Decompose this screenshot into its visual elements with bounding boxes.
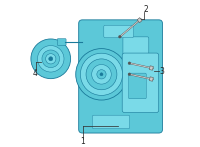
Text: 3: 3 [160,67,164,76]
Text: 1: 1 [80,137,85,146]
Text: 2: 2 [143,5,148,14]
Circle shape [80,53,123,95]
FancyBboxPatch shape [122,53,159,112]
Circle shape [128,73,131,76]
Circle shape [76,49,127,100]
FancyBboxPatch shape [129,73,146,99]
Circle shape [119,35,121,38]
Circle shape [31,39,71,79]
Circle shape [100,73,103,76]
FancyBboxPatch shape [123,37,149,55]
Circle shape [49,57,53,61]
FancyBboxPatch shape [79,20,162,133]
Circle shape [92,65,111,84]
Circle shape [42,50,60,68]
Circle shape [128,62,131,65]
FancyBboxPatch shape [57,39,66,45]
Circle shape [38,46,64,72]
FancyBboxPatch shape [104,25,134,38]
FancyBboxPatch shape [92,115,130,129]
Polygon shape [149,66,153,70]
Circle shape [86,59,117,90]
Text: 4: 4 [32,69,37,78]
Polygon shape [137,18,142,23]
Polygon shape [149,77,153,81]
Circle shape [46,54,56,64]
Circle shape [97,70,106,79]
